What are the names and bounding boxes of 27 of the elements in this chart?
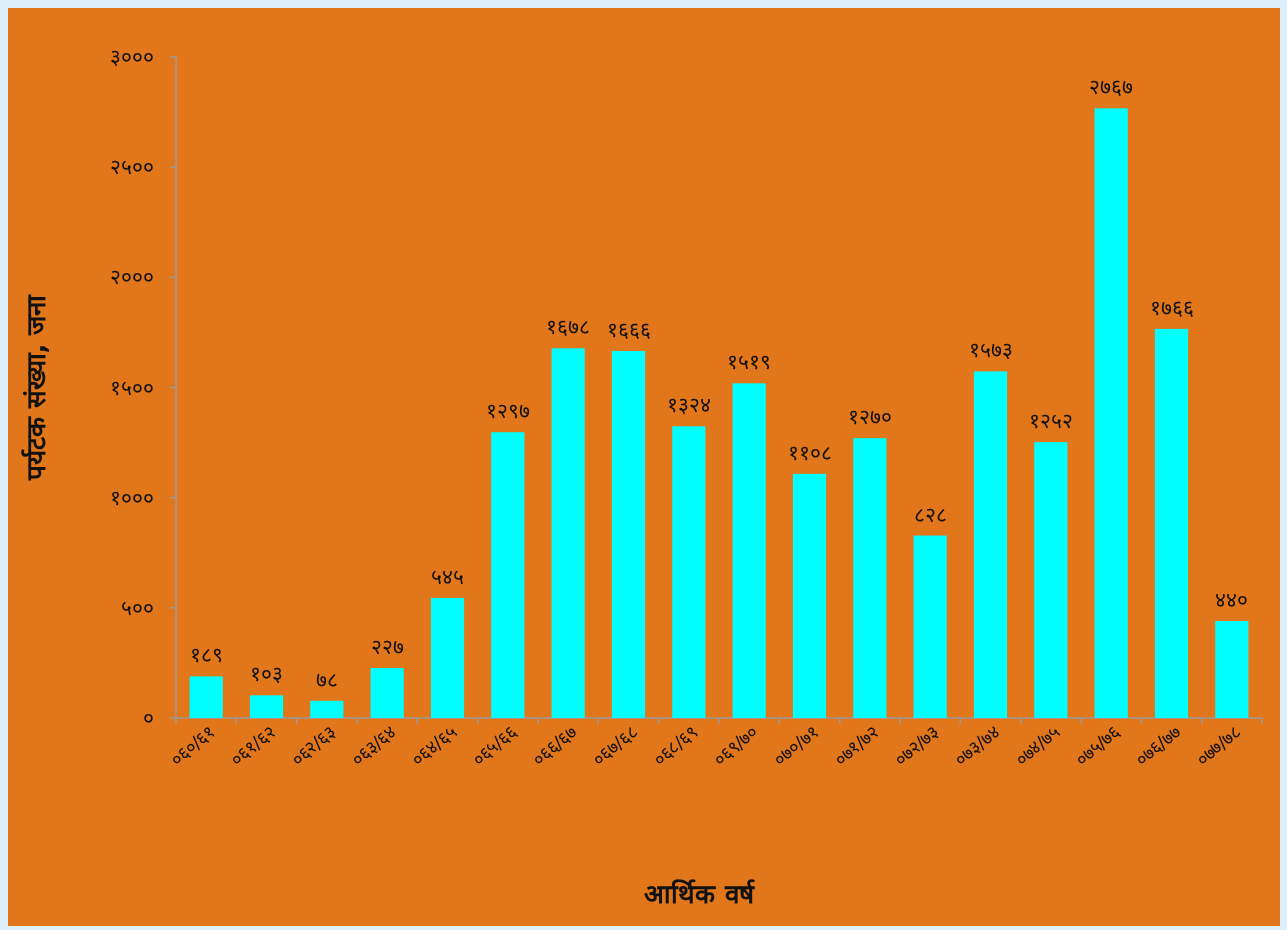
data-label: ४४०: [1215, 588, 1249, 613]
data-label: १६७८: [546, 315, 591, 340]
data-label: ५४५: [431, 564, 464, 589]
data-label: १८९: [189, 643, 223, 668]
y-tick-label: २०००: [110, 265, 154, 290]
data-label: ८२८: [913, 502, 947, 527]
x-axis-title: आर्थिक वर्ष: [644, 879, 755, 909]
data-label: २२७: [370, 634, 404, 659]
y-tick-label: ५००: [121, 595, 154, 620]
y-tick-label: ०: [143, 706, 154, 730]
y-tick-label: २५००: [110, 155, 154, 180]
data-label: १५७३: [968, 338, 1013, 363]
data-label: ७८: [315, 667, 338, 692]
data-label: १२९७: [485, 399, 530, 424]
y-tick-label: ३०००: [110, 45, 154, 69]
data-label: १२७०: [847, 405, 892, 430]
data-label: १२५२: [1028, 409, 1073, 434]
data-label: २७६७: [1089, 75, 1134, 100]
data-label: १३२४: [666, 393, 711, 418]
data-label: १७६६: [1149, 295, 1194, 320]
y-tick-label: १०००: [110, 485, 154, 510]
data-label: ११०८: [787, 440, 832, 465]
y-axis-title: पर्यटक संख्या, जना: [21, 293, 51, 482]
y-tick-label: १५००: [110, 375, 154, 400]
data-label: १०३: [250, 662, 283, 687]
data-label: १५१९: [727, 350, 772, 375]
data-label: १६६६: [606, 317, 651, 342]
